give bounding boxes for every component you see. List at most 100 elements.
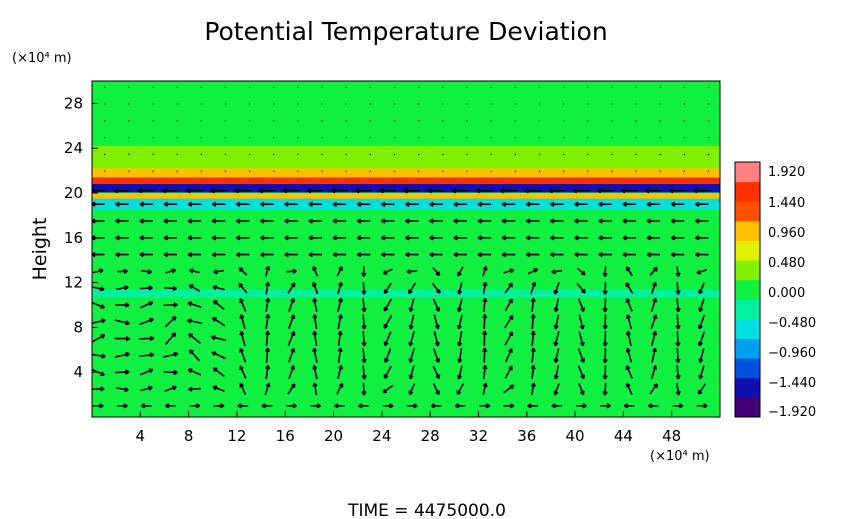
wind-vector bbox=[695, 218, 709, 224]
wind-vector bbox=[140, 285, 153, 291]
wind-vector-dot bbox=[538, 120, 541, 122]
y-axis-label: Height bbox=[29, 218, 51, 281]
colorbar-tick-label: −1.440 bbox=[768, 376, 816, 391]
wind-vector bbox=[550, 235, 564, 241]
wind-vector bbox=[211, 316, 226, 327]
wind-vector-dot bbox=[514, 120, 516, 122]
field-band bbox=[92, 193, 720, 202]
wind-vector bbox=[651, 347, 658, 363]
wind-vector bbox=[575, 403, 587, 409]
wind-vector-dot bbox=[635, 103, 637, 105]
wind-vector bbox=[361, 348, 367, 364]
wind-vector bbox=[625, 382, 633, 395]
wind-vector-dot bbox=[587, 103, 589, 105]
wind-vector bbox=[403, 188, 421, 194]
wind-vector-dot bbox=[345, 137, 347, 139]
wind-vector bbox=[482, 265, 488, 277]
wind-vector-dot bbox=[442, 120, 444, 122]
wind-vector bbox=[332, 251, 347, 258]
wind-vector-dot bbox=[466, 137, 468, 139]
wind-vector bbox=[92, 318, 106, 325]
wind-vector bbox=[530, 314, 536, 330]
wind-vector bbox=[623, 403, 635, 409]
wind-vector bbox=[284, 251, 298, 258]
colorbar-segment bbox=[735, 220, 760, 241]
wind-vector-dot bbox=[587, 137, 589, 139]
wind-vector bbox=[504, 282, 514, 294]
wind-vector bbox=[361, 282, 367, 295]
wind-vector bbox=[649, 266, 658, 276]
wind-vector-dot bbox=[587, 170, 589, 172]
wind-vector bbox=[405, 201, 419, 207]
wind-vector-dot bbox=[611, 103, 613, 105]
wind-vector-dot bbox=[345, 153, 347, 155]
wind-vector-dot bbox=[224, 170, 227, 172]
wind-vector-dot bbox=[514, 153, 516, 155]
wind-vector-dot bbox=[128, 153, 130, 155]
wind-vector-dot bbox=[249, 103, 251, 105]
wind-vector bbox=[383, 298, 393, 312]
wind-vector-dot bbox=[611, 153, 613, 155]
colorbar-tick-label: 1.920 bbox=[768, 165, 805, 180]
wind-vector-dot bbox=[418, 137, 420, 139]
wind-vector bbox=[622, 235, 636, 241]
wind-vector bbox=[482, 347, 488, 363]
wind-vector-dot bbox=[611, 120, 613, 122]
wind-vector bbox=[139, 317, 154, 326]
wind-vector bbox=[187, 251, 202, 258]
wind-vector bbox=[602, 382, 608, 396]
wind-vector-dot bbox=[393, 103, 396, 105]
wind-vector bbox=[602, 365, 608, 380]
wind-vector bbox=[92, 268, 104, 274]
wind-vector bbox=[92, 286, 105, 292]
wind-vector bbox=[405, 251, 419, 258]
wind-vector bbox=[284, 218, 298, 224]
x-tick-label: 40 bbox=[566, 427, 585, 445]
wind-vector bbox=[577, 348, 586, 363]
wind-vector bbox=[430, 403, 442, 409]
wind-vector bbox=[163, 251, 177, 258]
wind-vector bbox=[670, 235, 685, 241]
wind-vector bbox=[602, 282, 608, 295]
wind-vector-dot bbox=[152, 153, 154, 155]
wind-vector bbox=[650, 314, 658, 330]
field-band bbox=[92, 166, 720, 178]
colorbar-tick-label: 0.480 bbox=[768, 256, 805, 271]
colorbar-tick-label: −0.960 bbox=[768, 346, 816, 361]
wind-vector bbox=[307, 188, 324, 194]
wind-vector-dot bbox=[321, 103, 323, 105]
wind-vector bbox=[162, 188, 179, 194]
wind-vector bbox=[429, 251, 443, 258]
wind-vector-dot bbox=[152, 170, 154, 172]
wind-vector bbox=[650, 281, 658, 295]
wind-vector bbox=[574, 235, 588, 241]
wind-vector bbox=[383, 348, 392, 363]
wind-vector-dot bbox=[321, 170, 323, 172]
wind-vector-dot bbox=[490, 103, 492, 105]
wind-vector-dot bbox=[538, 86, 541, 88]
wind-vector-dot bbox=[176, 86, 178, 88]
wind-vector-dot bbox=[418, 170, 420, 172]
colorbar-segment bbox=[735, 201, 760, 222]
wind-vector bbox=[695, 235, 709, 241]
wind-vector bbox=[675, 382, 681, 396]
wind-vector bbox=[115, 201, 129, 207]
wind-vector-dot bbox=[249, 137, 251, 139]
plot-area bbox=[92, 81, 720, 417]
wind-vector-dot bbox=[200, 137, 202, 139]
wind-vector bbox=[646, 218, 661, 224]
wind-vector bbox=[602, 314, 608, 330]
wind-vector bbox=[382, 384, 394, 394]
wind-vector bbox=[264, 347, 271, 363]
wind-vector-dot bbox=[273, 137, 275, 139]
wind-vector-dot bbox=[200, 170, 202, 172]
wind-vector bbox=[670, 201, 685, 207]
wind-vector bbox=[114, 351, 130, 358]
wind-vector bbox=[234, 188, 251, 194]
wind-vector bbox=[408, 298, 415, 313]
wind-vector bbox=[598, 235, 612, 241]
y-tick-label: 4 bbox=[73, 363, 83, 381]
wind-vector-dot bbox=[587, 153, 589, 155]
wind-vector bbox=[288, 347, 296, 363]
